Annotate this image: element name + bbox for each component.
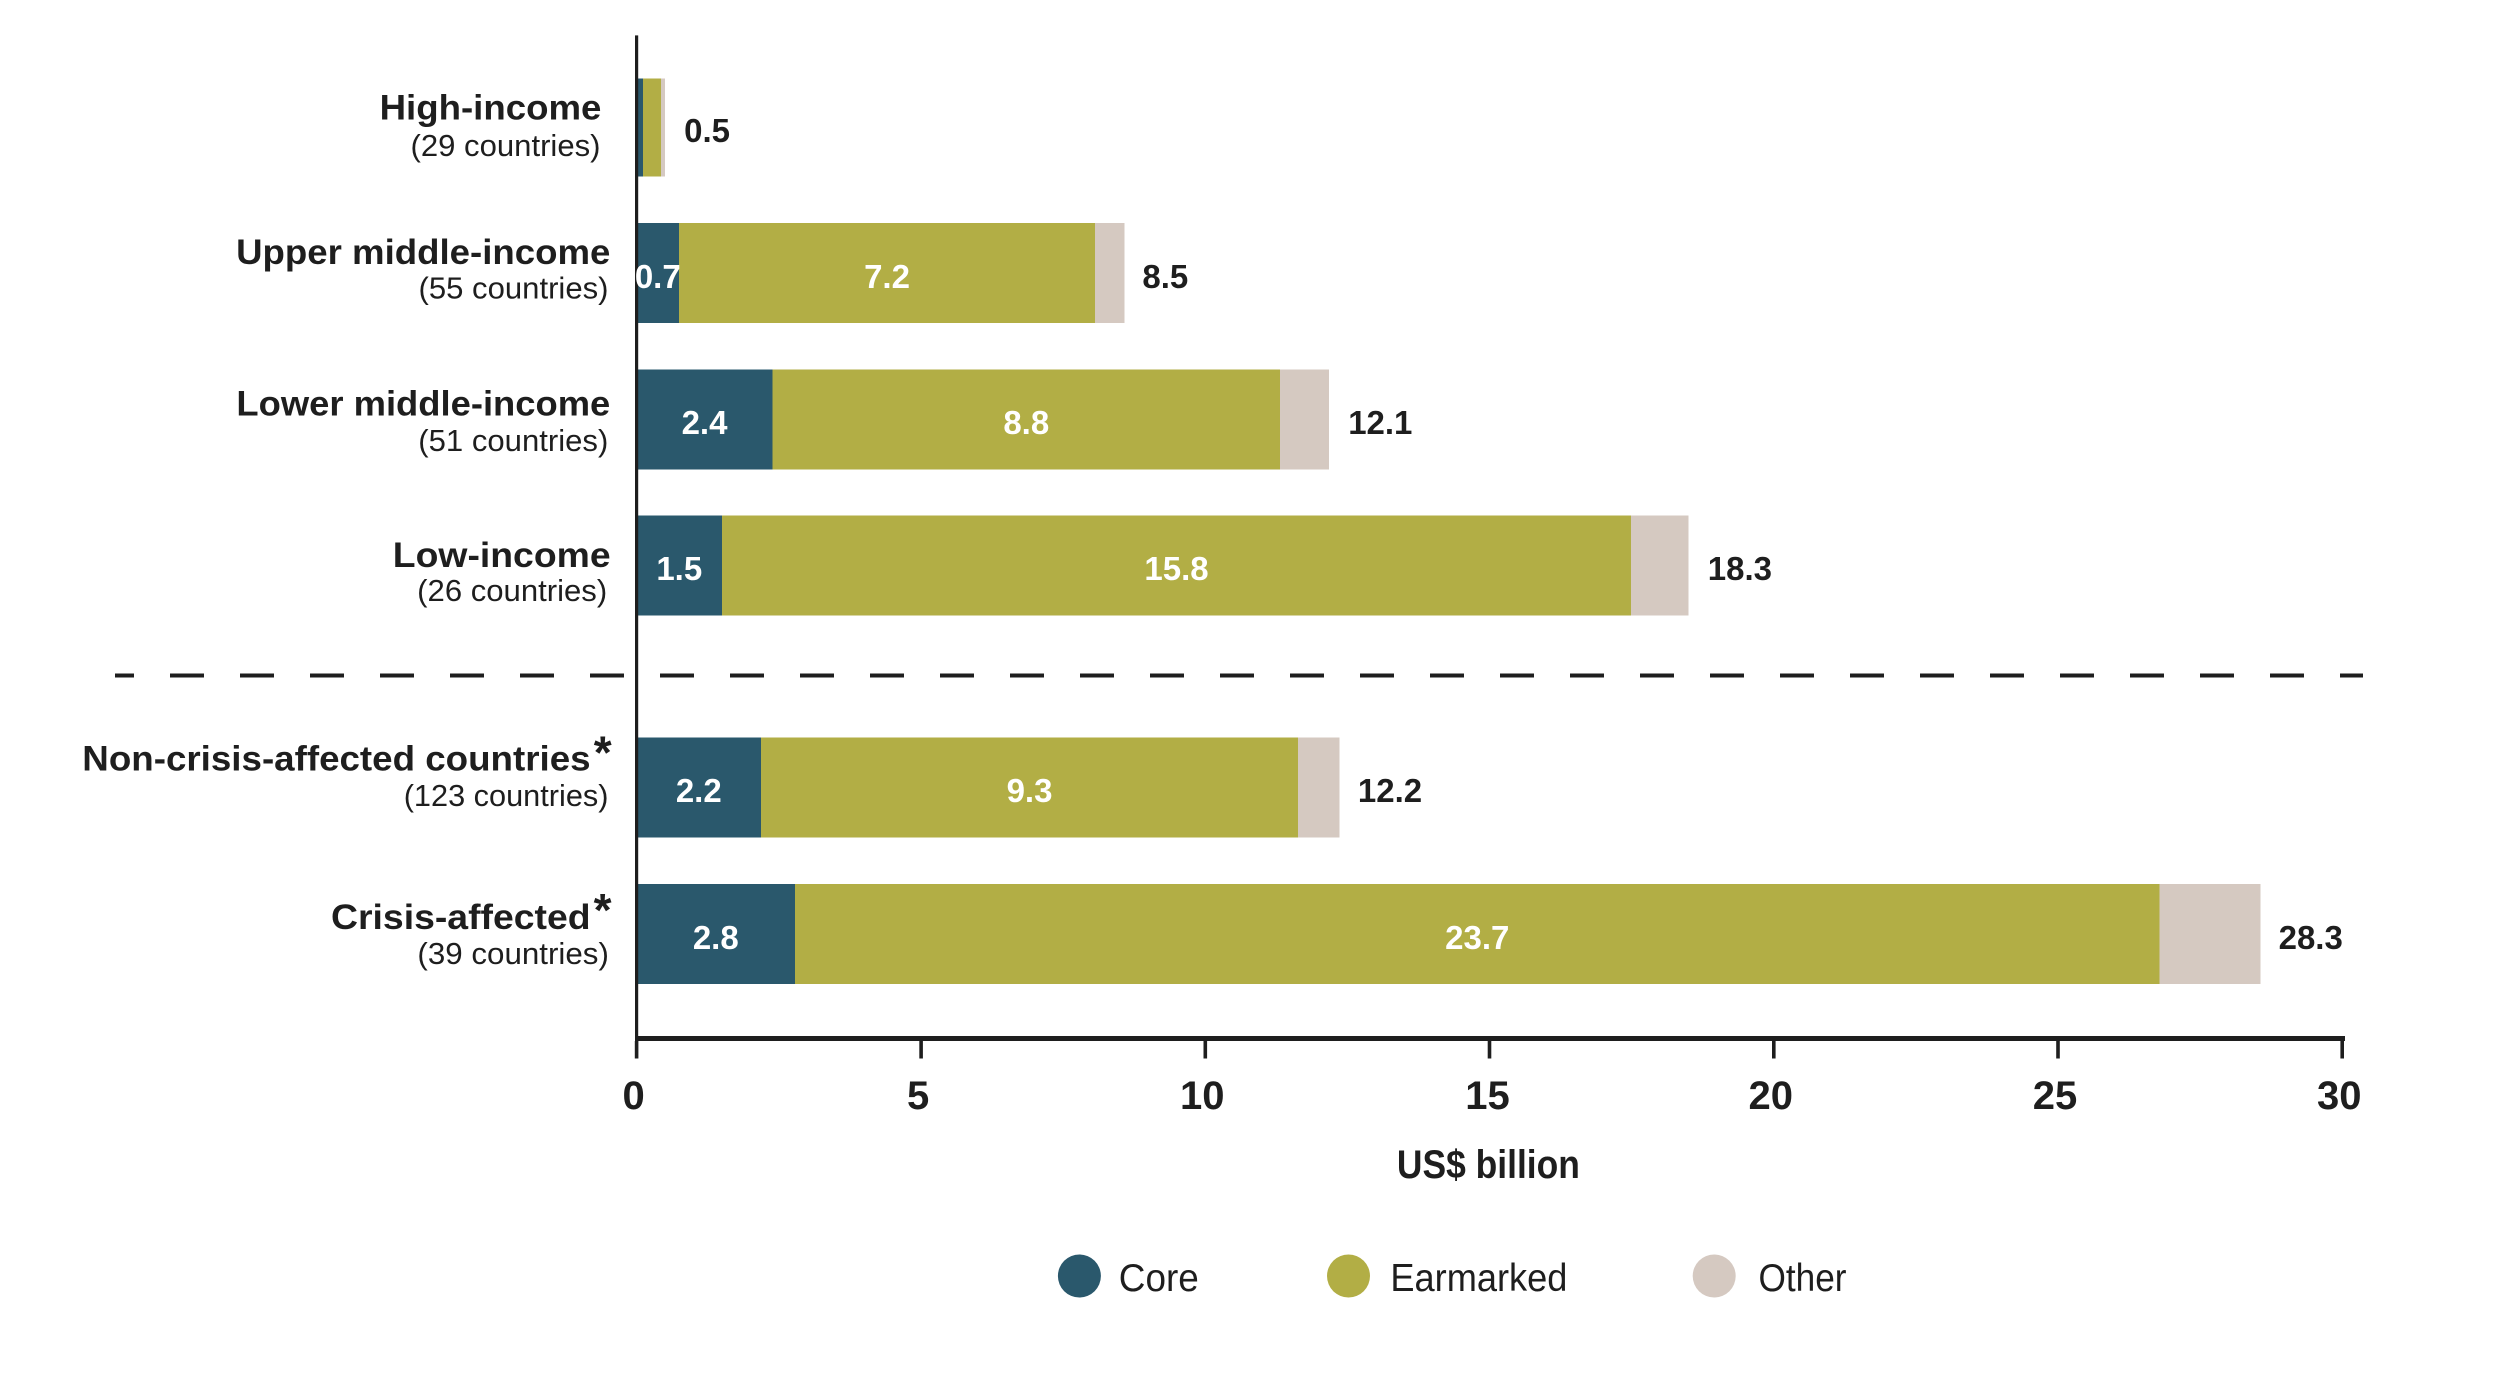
svg-text:Non-crisis-affected countries: Non-crisis-affected countries: [82, 740, 590, 779]
svg-text:(55 countries): (55 countries): [419, 271, 609, 306]
svg-text:Lower middle-income: Lower middle-income: [236, 385, 610, 424]
svg-text:(123 countries): (123 countries): [404, 778, 609, 813]
svg-text:*: *: [594, 727, 612, 779]
svg-text:12.2: 12.2: [1358, 772, 1422, 809]
svg-text:10: 10: [1180, 1074, 1225, 1118]
svg-text:0.5: 0.5: [684, 112, 730, 149]
svg-text:7.2: 7.2: [864, 258, 910, 295]
svg-text:8.8: 8.8: [1003, 404, 1049, 441]
svg-text:15.8: 15.8: [1144, 550, 1208, 587]
svg-text:15: 15: [1465, 1074, 1510, 1118]
svg-text:Earmarked: Earmarked: [1390, 1257, 1567, 1300]
svg-text:Other: Other: [1759, 1257, 1847, 1300]
svg-text:12.1: 12.1: [1348, 404, 1412, 441]
svg-text:8.5: 8.5: [1142, 258, 1188, 295]
svg-text:Low-income: Low-income: [393, 536, 611, 575]
svg-text:2.4: 2.4: [682, 404, 729, 441]
svg-text:5: 5: [907, 1074, 929, 1118]
svg-text:2.2: 2.2: [676, 772, 722, 809]
svg-text:Crisis-affected: Crisis-affected: [331, 898, 591, 937]
svg-text:0: 0: [622, 1074, 644, 1118]
svg-text:*: *: [594, 884, 612, 936]
svg-text:18.3: 18.3: [1708, 550, 1772, 587]
svg-text:25: 25: [2033, 1074, 2078, 1118]
svg-text:(26 countries): (26 countries): [417, 573, 607, 608]
svg-text:9.3: 9.3: [1007, 772, 1053, 809]
svg-text:Upper middle-income: Upper middle-income: [236, 233, 610, 272]
svg-text:(29 countries): (29 countries): [411, 128, 601, 163]
svg-text:Core: Core: [1119, 1257, 1199, 1300]
svg-text:2.8: 2.8: [693, 919, 739, 956]
svg-text:30: 30: [2317, 1074, 2362, 1118]
svg-text:US$ billion: US$ billion: [1397, 1143, 1580, 1187]
svg-text:High-income: High-income: [380, 89, 602, 128]
svg-text:23.7: 23.7: [1445, 919, 1509, 956]
svg-text:(51 countries): (51 countries): [418, 423, 608, 458]
svg-text:28.3: 28.3: [2279, 919, 2343, 956]
svg-text:(39 countries): (39 countries): [417, 936, 609, 971]
svg-text:20: 20: [1749, 1074, 1794, 1118]
svg-text:1.5: 1.5: [656, 550, 702, 587]
svg-text:0.7: 0.7: [635, 258, 681, 295]
